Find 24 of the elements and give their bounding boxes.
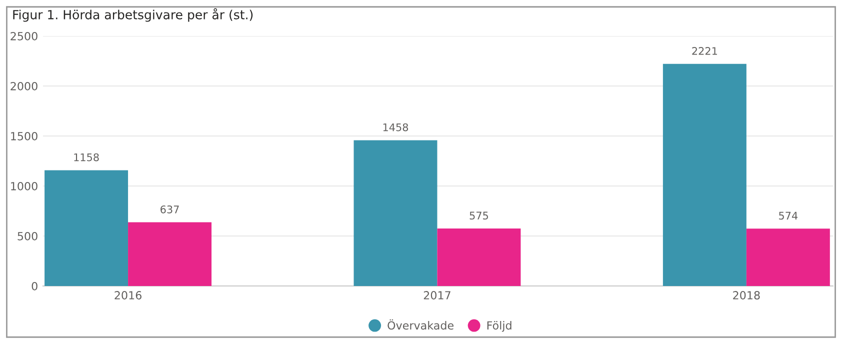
y-tick-label: 2000 xyxy=(10,82,38,90)
y-tick-label: 500 xyxy=(18,232,38,240)
y-tick-label: 0 xyxy=(32,282,38,290)
y-tick-label: 1500 xyxy=(11,132,38,140)
bar xyxy=(44,170,128,286)
y-tick-label: 1000 xyxy=(11,182,38,190)
bar xyxy=(746,228,830,286)
chart-title: Figur 1. Hörda arbetsgivare per år (st.) xyxy=(13,8,253,22)
y-tick-label: 2500 xyxy=(10,32,38,40)
bar xyxy=(354,140,438,286)
data-label: 1158 xyxy=(74,153,99,162)
bar xyxy=(437,228,521,286)
legend-label: Övervakade xyxy=(388,319,454,330)
bar xyxy=(128,222,212,286)
data-label: 637 xyxy=(160,205,179,214)
bar xyxy=(662,64,746,286)
x-tick-label: 2018 xyxy=(733,291,760,300)
data-label: 2221 xyxy=(692,47,717,55)
data-label: 574 xyxy=(779,212,798,220)
x-tick-label: 2017 xyxy=(424,291,450,300)
x-tick-label: 2016 xyxy=(114,291,142,300)
data-label: 575 xyxy=(470,212,488,220)
data-label: 1458 xyxy=(383,123,408,132)
legend-label: Följd xyxy=(487,321,512,332)
